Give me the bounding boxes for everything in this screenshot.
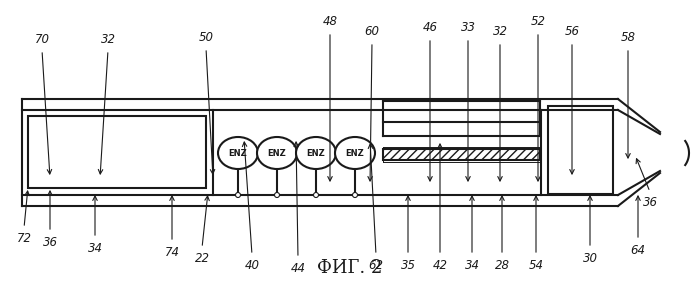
Text: 64: 64 — [630, 244, 645, 257]
Text: 44: 44 — [291, 262, 305, 275]
Text: 35: 35 — [401, 259, 415, 272]
Text: 22: 22 — [194, 252, 210, 265]
Text: 30: 30 — [582, 252, 598, 265]
Text: 33: 33 — [461, 21, 475, 34]
Text: 50: 50 — [199, 31, 213, 44]
Text: 46: 46 — [422, 21, 438, 34]
Text: 62: 62 — [368, 259, 384, 272]
Ellipse shape — [257, 137, 297, 169]
Bar — [28, 116, 206, 188]
Text: 60: 60 — [364, 25, 380, 38]
Text: 34: 34 — [87, 242, 103, 255]
Text: 56: 56 — [565, 25, 579, 38]
Text: ENZ: ENZ — [345, 149, 364, 158]
Text: ENZ: ENZ — [268, 149, 287, 158]
Text: 32: 32 — [493, 25, 507, 38]
Text: 70: 70 — [34, 33, 50, 46]
Text: 32: 32 — [101, 33, 115, 46]
Text: 40: 40 — [245, 259, 259, 272]
Ellipse shape — [352, 193, 357, 197]
Ellipse shape — [296, 137, 336, 169]
Text: 36: 36 — [43, 236, 57, 249]
Bar — [383, 149, 540, 160]
Ellipse shape — [218, 137, 258, 169]
Text: 52: 52 — [531, 15, 545, 28]
Text: ENZ: ENZ — [307, 149, 325, 158]
Text: 58: 58 — [621, 31, 635, 44]
Text: 48: 48 — [322, 15, 338, 28]
Text: 34: 34 — [465, 259, 480, 272]
Text: 36: 36 — [642, 196, 658, 209]
Bar — [548, 106, 613, 194]
Text: 28: 28 — [494, 259, 510, 272]
Text: 54: 54 — [528, 259, 544, 272]
Text: ФИГ. 2: ФИГ. 2 — [317, 259, 382, 277]
Text: ENZ: ENZ — [229, 149, 247, 158]
Ellipse shape — [236, 193, 240, 197]
Ellipse shape — [275, 193, 280, 197]
Text: 72: 72 — [17, 232, 31, 245]
Ellipse shape — [335, 137, 375, 169]
Text: 74: 74 — [164, 246, 180, 259]
Text: 42: 42 — [433, 259, 447, 272]
Ellipse shape — [313, 193, 319, 197]
